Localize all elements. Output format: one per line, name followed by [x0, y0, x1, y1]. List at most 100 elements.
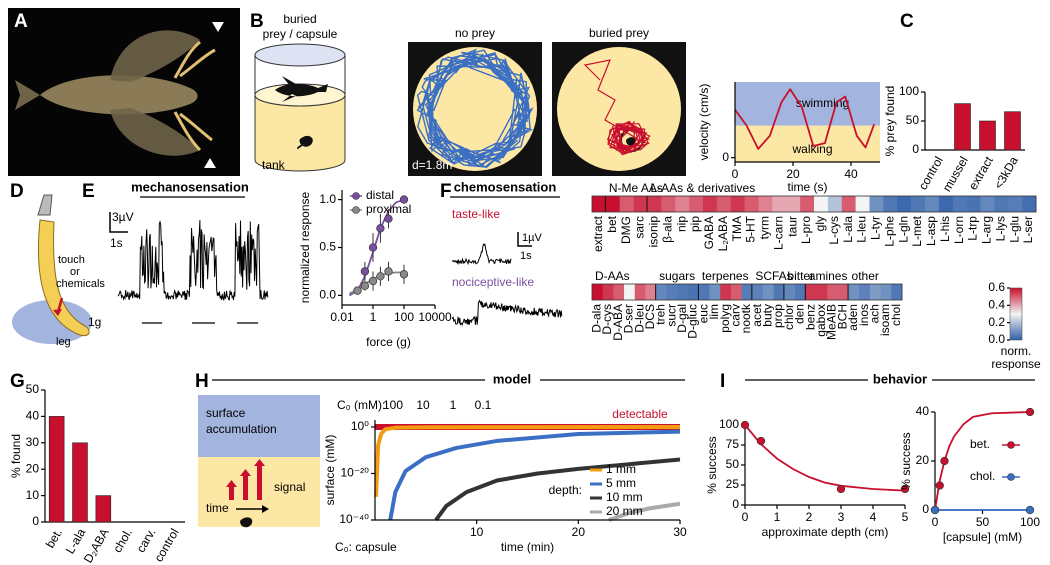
- category-label: L-arg: [980, 216, 994, 244]
- y-tick-label: 10: [26, 488, 40, 502]
- capsule: [626, 137, 636, 146]
- category-label: BCH: [835, 304, 849, 329]
- category-label: D-leu: [632, 304, 646, 333]
- x-axis-label: time (min): [501, 540, 554, 554]
- colorbar-label: response: [991, 357, 1041, 371]
- capsule: [240, 517, 253, 528]
- heatmap-cell: [698, 284, 710, 300]
- category-label: isonip: [647, 216, 661, 248]
- category-label: bet: [605, 215, 619, 232]
- y-axis-label: velocity (cm/s): [697, 84, 711, 161]
- heatmap-cell: [675, 196, 690, 212]
- heatmap-cell: [661, 196, 676, 212]
- bar: [48, 416, 65, 523]
- heatmap-cell: [800, 196, 815, 212]
- category-label: tyrm: [758, 216, 772, 239]
- annotation: 0.1: [475, 398, 492, 412]
- heatmap-cell: [855, 196, 870, 212]
- x-axis-label: [capsule] (mM): [943, 530, 1022, 544]
- data-point: [930, 505, 940, 515]
- category-label: nootk: [739, 303, 753, 333]
- group-label: amines: [809, 269, 848, 283]
- y-tick-label: 30: [26, 435, 40, 449]
- heatmap-cell: [1008, 196, 1023, 212]
- y-tick-label: 20: [916, 453, 930, 467]
- heatmap-cell: [773, 284, 785, 300]
- category-label: L-ser: [1021, 216, 1035, 243]
- bar: [72, 442, 88, 523]
- x-axis-label: force (g): [366, 335, 411, 349]
- x-tick-label: 5: [902, 510, 909, 524]
- category-label: β-ala: [660, 216, 674, 243]
- fit-line: [744, 424, 906, 492]
- heatmap-cell: [848, 284, 860, 300]
- y-tick-label: 0: [732, 497, 739, 511]
- caption: prey / capsule: [263, 27, 338, 41]
- category-label: L-glu: [1007, 216, 1021, 243]
- colorbar-tick-label: 0.4: [988, 298, 1005, 312]
- label: buried prey: [589, 26, 649, 40]
- legend-label: proximal: [366, 202, 411, 216]
- category-label: den: [793, 304, 807, 324]
- category-label: polyg: [718, 304, 732, 333]
- y-tick-label: 0.5: [319, 240, 336, 254]
- category-label: pip: [688, 216, 702, 232]
- category-label: gly: [813, 216, 827, 231]
- panel-label: D: [10, 181, 24, 202]
- group-label: bitter: [787, 269, 814, 283]
- leg-drawing: [12, 194, 92, 344]
- y-tick-label: 0: [32, 514, 39, 528]
- heatmap-cell: [716, 196, 732, 212]
- heatmap-cell: [752, 284, 764, 300]
- legend-title: depth:: [549, 483, 582, 497]
- heatmap-cell: [859, 284, 871, 300]
- heatmap-cell: [592, 196, 607, 212]
- data-point: [1025, 505, 1035, 515]
- heatmap-cell: [772, 196, 787, 212]
- colorbar-tick-label: 0.6: [988, 280, 1005, 294]
- heatmap-cell: [805, 284, 817, 300]
- trace: [117, 220, 269, 302]
- y-tick-label: 0: [912, 142, 919, 156]
- heatmap-frame: [591, 195, 1037, 213]
- data-point: [353, 286, 362, 295]
- heatmap-cell: [795, 284, 807, 300]
- group-label: terpenes: [702, 269, 749, 283]
- y-axis-label: % success: [705, 436, 719, 493]
- annotation: detectable: [612, 407, 668, 421]
- x-tick-label: 20: [572, 525, 586, 539]
- category-label: L-orn: [952, 216, 966, 244]
- x-axis-label: approximate depth (cm): [762, 525, 889, 539]
- category-label: isoam: [878, 304, 892, 336]
- x-tick-label: 0.01: [330, 310, 354, 324]
- y-axis-label: normalized response: [298, 191, 312, 303]
- heatmap-cell: [841, 196, 856, 212]
- data-point: [900, 484, 910, 494]
- legend-label: 20 mm: [606, 504, 643, 518]
- scale-label: 1s: [110, 236, 123, 250]
- y-tick-label: 10⁻⁴⁰: [339, 512, 369, 526]
- panel-label: A: [14, 11, 28, 32]
- category-label: sucr: [664, 304, 678, 327]
- y-tick-label: 50: [26, 382, 40, 396]
- colorbar-label: norm.: [1001, 344, 1032, 358]
- x-tick-label: <3kDa: [991, 154, 1021, 192]
- category-label: TMA: [730, 216, 744, 241]
- y-tick-label: 1.0: [319, 192, 336, 206]
- category-label: benz: [803, 304, 817, 330]
- heatmap-cell: [1022, 196, 1037, 212]
- y-tick-label: 40: [916, 404, 930, 418]
- stimulus-label: 1g: [88, 315, 101, 329]
- heatmap-cell: [869, 196, 884, 212]
- group-label: L-AAs & derivatives: [651, 181, 756, 195]
- category-label: DCS: [643, 304, 657, 329]
- category-label: L-ala: [841, 216, 855, 243]
- group-label: other: [852, 269, 879, 283]
- category-label: prop: [771, 304, 785, 328]
- group-label: sugars: [659, 269, 695, 283]
- heatmap-cell: [677, 284, 689, 300]
- heatmap-cell: [720, 284, 732, 300]
- category-label: L₂ABA: [716, 216, 730, 251]
- category-label: buty: [761, 304, 775, 327]
